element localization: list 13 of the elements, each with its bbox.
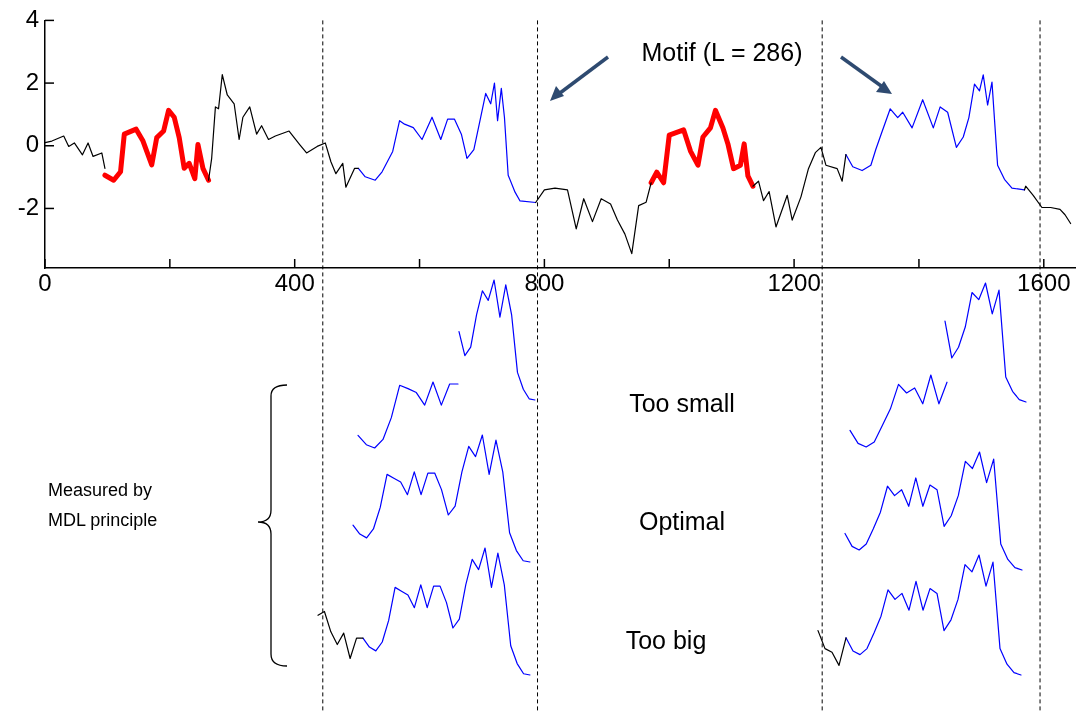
x-tick-label: 800	[524, 269, 565, 297]
y-tick-label: -2	[17, 193, 39, 221]
x-tick-label: 1200	[767, 269, 821, 297]
y-tick-label: 0	[25, 130, 39, 158]
y-tick-label: 4	[25, 5, 39, 33]
text: Measured by MDL principle	[48, 479, 159, 532]
text: Too big	[625, 625, 707, 655]
x-tick-label: 400	[274, 269, 315, 297]
text: Too small	[629, 388, 735, 418]
x-tick-label: 1600	[1017, 269, 1071, 297]
y-tick-label: 2	[25, 67, 39, 95]
text: Optimal	[638, 506, 726, 536]
annotation: Motif (L = 286)	[641, 37, 803, 67]
